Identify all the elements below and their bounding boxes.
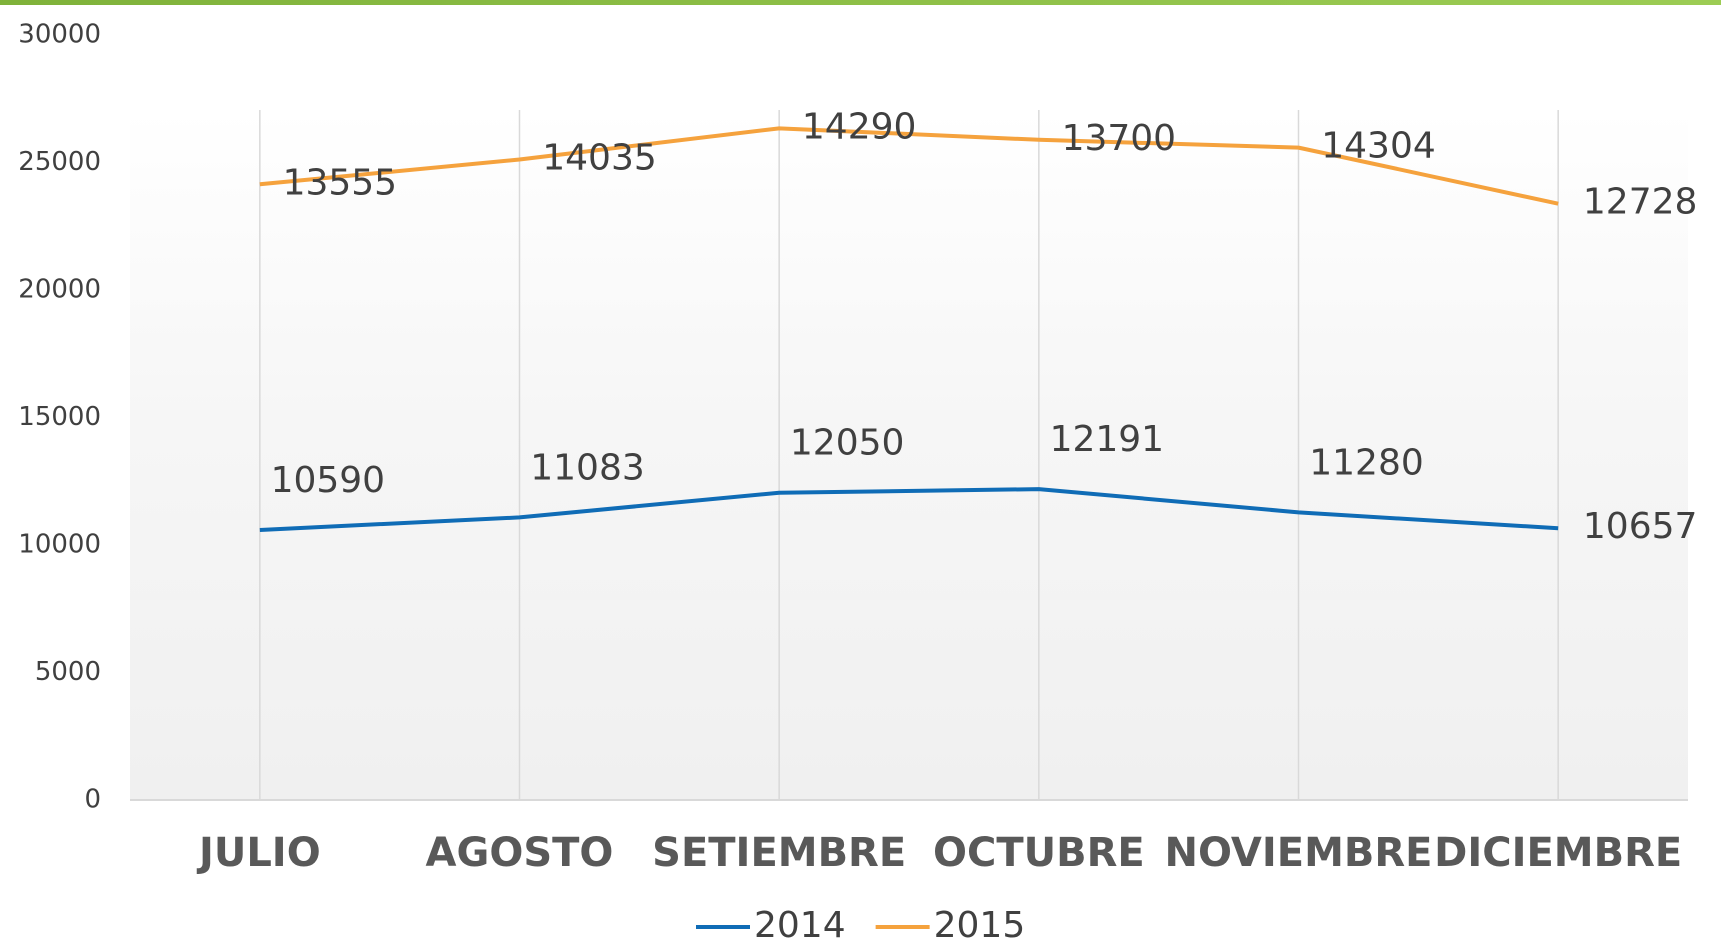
series-line [259, 126, 1559, 206]
data-label: 13555 [283, 162, 398, 203]
legend-label: 2014 [754, 905, 846, 946]
x-tick-label: DICIEMBRE [1434, 830, 1682, 876]
data-label: 12728 [1583, 182, 1698, 223]
x-tick-label: OCTUBRE [933, 830, 1145, 876]
data-label: 10590 [271, 460, 386, 501]
data-label: 14035 [542, 137, 657, 178]
x-tick-label: JULIO [196, 830, 321, 876]
y-tick-label: 25000 [18, 147, 101, 177]
data-label: 11280 [1309, 442, 1424, 483]
x-tick-label: AGOSTO [426, 830, 614, 876]
y-tick-label: 10000 [18, 530, 101, 560]
y-tick-label: 15000 [18, 402, 101, 432]
y-tick-label: 5000 [35, 657, 101, 687]
data-label: 14290 [802, 106, 917, 147]
data-label: 10657 [1583, 506, 1698, 547]
y-tick-label: 20000 [18, 275, 101, 305]
data-label: 14304 [1321, 126, 1436, 167]
x-tick-label: SETIEMBRE [652, 830, 906, 876]
data-label: 11083 [530, 447, 645, 488]
top-bar [0, 0, 1721, 5]
y-tick-label: 0 [84, 785, 101, 815]
data-label: 12050 [790, 423, 905, 464]
plot-background [130, 110, 1688, 800]
x-tick-label: NOVIEMBRE [1165, 830, 1433, 876]
legend-label: 2015 [934, 905, 1026, 946]
data-label: 12191 [1050, 419, 1165, 460]
y-tick-label: 30000 [18, 20, 101, 50]
series-line [259, 487, 1559, 532]
data-label: 13700 [1062, 118, 1177, 159]
